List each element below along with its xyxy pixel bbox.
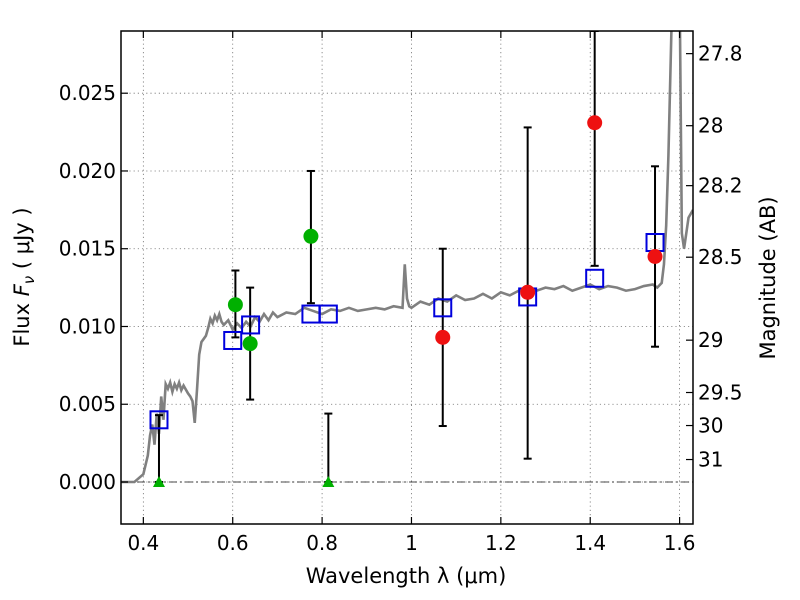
model-photometry-square <box>585 268 605 288</box>
x-tick-label: 0.8 <box>306 531 338 555</box>
x-axis-label: Wavelength λ (μm) <box>306 564 507 588</box>
red-data-point <box>587 115 603 131</box>
y-axis-label: Flux Fν ( μJy ) <box>10 207 38 346</box>
y2-tick-label: 30 <box>698 414 723 438</box>
x-tick-label: 0.4 <box>127 531 159 555</box>
y-label-nu: ν <box>20 276 38 284</box>
y-label-f: F <box>10 283 34 296</box>
green-data-point <box>303 228 319 244</box>
red-data-point <box>647 249 663 265</box>
grid <box>121 31 693 524</box>
upper-limit-triangle <box>152 476 165 488</box>
y-tick-label: 0.000 <box>59 470 116 494</box>
y2-tick-label: 27.8 <box>698 42 743 66</box>
y-tick-label: 0.015 <box>59 237 116 261</box>
red-data-point <box>435 329 451 345</box>
green-data-point <box>242 336 258 352</box>
y-tick-labels: 0.000 0.005 0.010 0.015 0.020 0.025 <box>59 81 116 494</box>
model-photometry-square <box>149 410 169 430</box>
green-data-point <box>227 297 243 313</box>
model-photometry-square <box>223 330 243 350</box>
y-tick-label: 0.005 <box>59 392 116 416</box>
x-tick-label: 1.4 <box>574 531 606 555</box>
y2-tick-label: 31 <box>698 448 723 472</box>
y2-tick-labels: 27.8 28 28.2 28.5 29 29.5 30 31 <box>698 42 743 472</box>
plot-frame <box>120 30 694 525</box>
y2-tick-label: 29.5 <box>698 381 743 405</box>
model-sed-line <box>121 31 693 484</box>
y-label-flux: Flux <box>10 296 34 346</box>
x-tick-label: 1.6 <box>664 531 696 555</box>
red-data-point <box>520 284 536 300</box>
y-label-unit: ( μJy ) <box>10 207 34 275</box>
y2-tick-label: 28 <box>698 114 723 138</box>
y2-tick-label: 28.5 <box>698 245 743 269</box>
x-tick-label: 0.6 <box>217 531 249 555</box>
model-photometry-square <box>241 315 261 335</box>
x-tick-labels: 0.4 0.6 0.8 1 1.2 1.4 1.6 <box>127 531 695 555</box>
model-photometry-square <box>318 304 338 324</box>
upper-limit-triangle <box>322 476 335 488</box>
y2-axis-label: Magnitude (AB) <box>756 196 780 359</box>
markers <box>149 115 665 488</box>
x-tick-label: 1 <box>405 531 418 555</box>
model-photometry-square <box>433 298 453 318</box>
y-tick-label: 0.010 <box>59 314 116 338</box>
x-tick-label: 1.2 <box>485 531 517 555</box>
ticks <box>121 31 693 524</box>
y-tick-label: 0.025 <box>59 81 116 105</box>
y2-tick-label: 29 <box>698 328 723 352</box>
y2-tick-label: 28.2 <box>698 174 743 198</box>
y-tick-label: 0.020 <box>59 159 116 183</box>
